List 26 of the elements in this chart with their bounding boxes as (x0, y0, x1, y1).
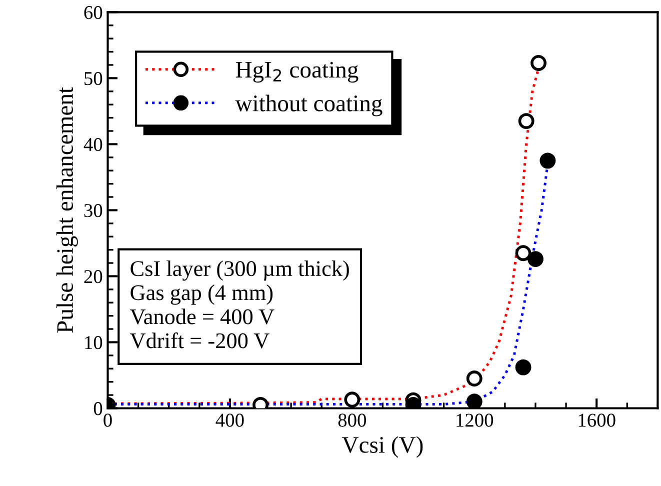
x-tick-label: 1200 (456, 414, 494, 427)
y-tick-label: 50 (84, 72, 102, 86)
point (540, 152, 556, 169)
y-tick-label: 60 (84, 6, 102, 20)
y-tick-label: 40 (84, 138, 102, 152)
point (466, 394, 482, 408)
y-tick-label: 10 (85, 336, 102, 350)
y-tick-label: 0 (94, 402, 102, 416)
point (518, 113, 534, 130)
x-tick-label: 0 (104, 414, 112, 427)
point (466, 370, 482, 387)
point (515, 359, 532, 376)
point (515, 245, 532, 262)
y-tick-label: 20 (84, 270, 102, 284)
point (528, 251, 544, 268)
point (344, 392, 360, 408)
x-axis-title: Vcsi (V) (342, 436, 423, 458)
x-tick-label: 1600 (578, 414, 616, 427)
point (530, 55, 547, 71)
annotation: CsI layer (300 µm thick) Gas gap (4 mm) Vanode = 400 V Vdrift = -200 V (130, 260, 349, 348)
y-axis-title: Pulse height enhancement (56, 87, 78, 333)
y-tick-label: 30 (84, 204, 102, 218)
legend-label: HgI$_{2}$ coating (236, 62, 358, 83)
legend-label: without coating (235, 94, 382, 116)
x-tick-label: 400 (216, 414, 244, 427)
x-tick-label: 800 (338, 414, 366, 427)
